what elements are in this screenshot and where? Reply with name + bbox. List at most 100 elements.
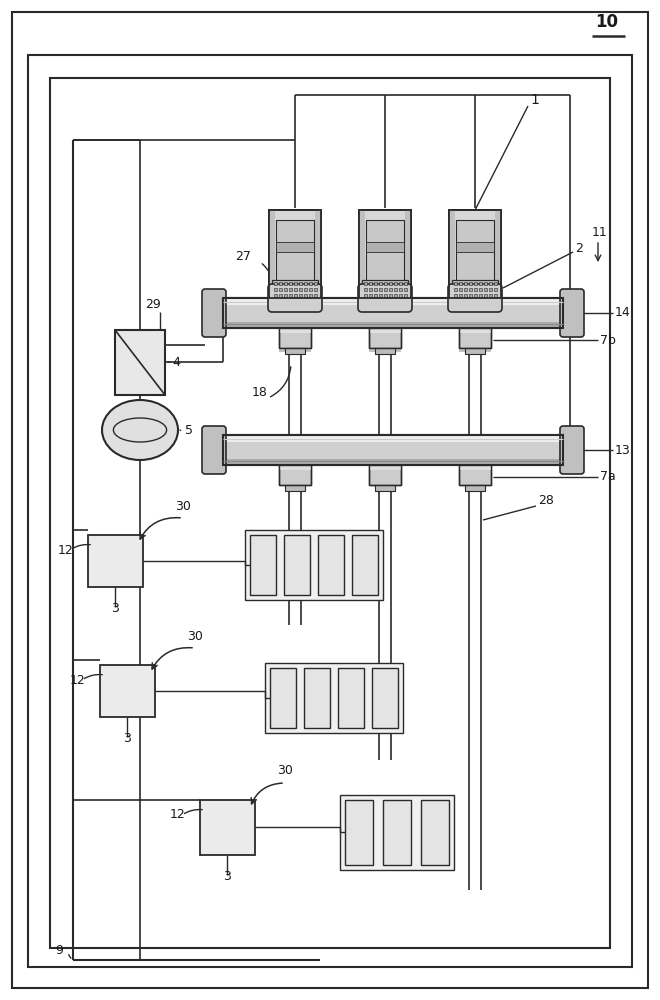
- Bar: [269, 210, 321, 298]
- Text: 4: 4: [172, 356, 180, 368]
- Bar: [479, 288, 482, 291]
- Text: 10: 10: [595, 13, 618, 31]
- Bar: [379, 294, 382, 297]
- Bar: [304, 282, 307, 285]
- Text: 2: 2: [575, 241, 583, 254]
- Bar: [88, 535, 143, 587]
- Bar: [369, 465, 401, 470]
- Bar: [279, 465, 311, 485]
- Bar: [459, 465, 491, 485]
- Text: 18: 18: [252, 385, 268, 398]
- Text: +: +: [119, 373, 131, 387]
- Bar: [474, 282, 477, 285]
- Bar: [494, 282, 497, 285]
- Bar: [489, 294, 492, 297]
- Bar: [456, 220, 494, 283]
- Bar: [276, 242, 314, 252]
- Bar: [484, 294, 487, 297]
- Bar: [223, 298, 563, 328]
- Bar: [405, 210, 411, 298]
- Bar: [372, 668, 398, 728]
- Bar: [100, 665, 155, 717]
- FancyBboxPatch shape: [202, 426, 226, 474]
- Text: 7b: 7b: [600, 334, 616, 347]
- Bar: [285, 485, 305, 491]
- Bar: [384, 282, 387, 285]
- Bar: [304, 288, 307, 291]
- Bar: [309, 294, 312, 297]
- Bar: [404, 294, 407, 297]
- Bar: [352, 535, 378, 595]
- Bar: [375, 485, 395, 491]
- Ellipse shape: [102, 400, 178, 460]
- Bar: [375, 348, 395, 354]
- Text: 14: 14: [615, 306, 631, 320]
- Bar: [269, 210, 321, 298]
- Bar: [384, 288, 387, 291]
- Bar: [274, 282, 277, 285]
- Bar: [279, 465, 311, 485]
- Bar: [394, 294, 397, 297]
- Bar: [494, 288, 497, 291]
- Bar: [279, 288, 282, 291]
- Bar: [459, 348, 491, 352]
- Bar: [484, 282, 487, 285]
- Bar: [284, 288, 287, 291]
- Text: 3: 3: [111, 602, 119, 615]
- Bar: [359, 210, 411, 298]
- Bar: [294, 294, 297, 297]
- Text: 11: 11: [592, 226, 608, 238]
- Bar: [379, 282, 382, 285]
- Text: 27: 27: [235, 249, 251, 262]
- Bar: [279, 328, 311, 348]
- Text: −: −: [119, 339, 129, 352]
- Bar: [465, 348, 485, 354]
- Bar: [459, 328, 491, 348]
- Bar: [50, 78, 610, 948]
- Bar: [285, 348, 305, 354]
- Bar: [250, 535, 276, 595]
- Bar: [366, 242, 404, 252]
- Bar: [269, 210, 275, 298]
- FancyBboxPatch shape: [448, 284, 502, 312]
- Bar: [479, 294, 482, 297]
- Bar: [374, 282, 377, 285]
- Bar: [489, 282, 492, 285]
- Text: 28: 28: [538, 493, 554, 506]
- Bar: [284, 282, 287, 285]
- Bar: [404, 288, 407, 291]
- Bar: [314, 294, 317, 297]
- Bar: [294, 282, 297, 285]
- Bar: [279, 348, 311, 352]
- Bar: [369, 328, 401, 348]
- Bar: [369, 465, 401, 485]
- Bar: [369, 328, 401, 333]
- Bar: [223, 298, 563, 328]
- Bar: [449, 210, 455, 298]
- Bar: [362, 280, 408, 298]
- Bar: [469, 282, 472, 285]
- Bar: [421, 800, 449, 865]
- Bar: [369, 348, 401, 352]
- Bar: [454, 282, 457, 285]
- FancyBboxPatch shape: [560, 426, 584, 474]
- Bar: [384, 294, 387, 297]
- Text: 29: 29: [145, 298, 161, 312]
- Bar: [284, 535, 310, 595]
- Bar: [369, 328, 401, 348]
- Bar: [245, 530, 383, 600]
- Bar: [465, 485, 485, 491]
- Bar: [489, 288, 492, 291]
- FancyBboxPatch shape: [268, 284, 322, 312]
- Text: 5: 5: [185, 424, 193, 436]
- Bar: [272, 280, 318, 298]
- Bar: [494, 294, 497, 297]
- Bar: [364, 288, 367, 291]
- Bar: [389, 282, 392, 285]
- Bar: [289, 282, 292, 285]
- FancyBboxPatch shape: [358, 284, 412, 312]
- Bar: [389, 294, 392, 297]
- Bar: [469, 288, 472, 291]
- FancyBboxPatch shape: [560, 289, 584, 337]
- Text: 3: 3: [223, 870, 231, 884]
